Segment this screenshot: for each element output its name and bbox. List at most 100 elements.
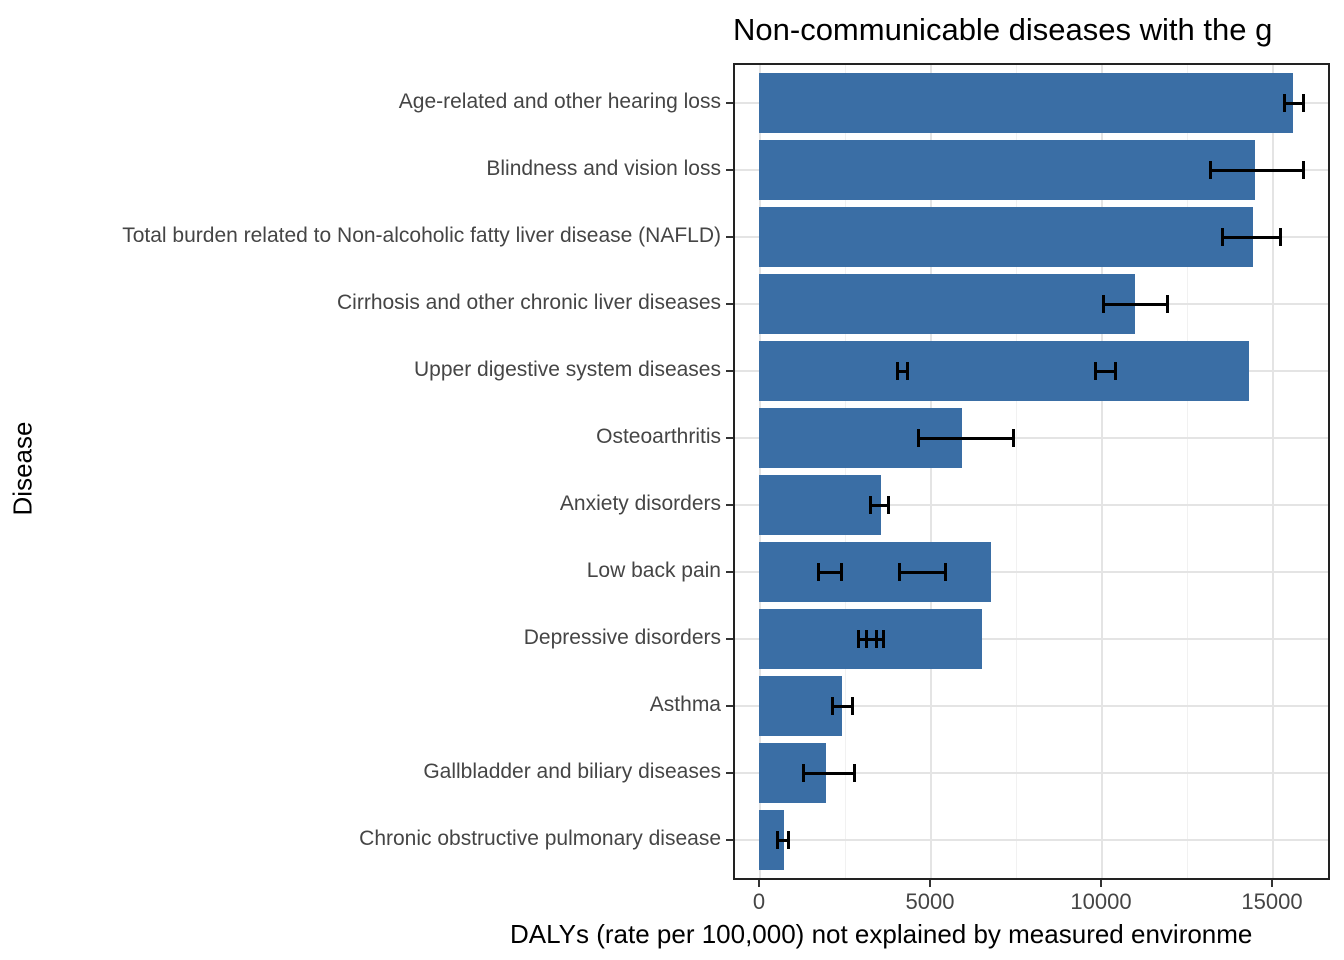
- major-gridline: [1272, 65, 1274, 878]
- error-bar-line: [777, 838, 789, 842]
- error-bar-cap: [856, 630, 860, 648]
- error-bar-line: [1222, 235, 1281, 239]
- x-tick-label: 5000: [905, 889, 955, 914]
- y-tick-mark: [726, 370, 733, 372]
- error-bar-line: [1284, 101, 1304, 105]
- error-bar-cap: [1094, 362, 1098, 380]
- bar: [759, 475, 882, 535]
- error-bar-line: [1095, 369, 1115, 373]
- bar: [759, 676, 843, 736]
- error-bar-line: [1210, 168, 1304, 172]
- error-bar-line: [832, 704, 852, 708]
- error-bar-cap: [1301, 161, 1305, 179]
- error-bar-cap: [943, 563, 947, 581]
- bar: [759, 341, 1250, 401]
- error-bar-line: [803, 771, 855, 775]
- y-axis-label: Asthma: [649, 693, 721, 716]
- major-gridline: [735, 772, 1328, 774]
- plot-title: Non-communicable diseases with the g: [733, 12, 1273, 47]
- y-tick-mark: [726, 169, 733, 171]
- major-gridline: [735, 839, 1328, 841]
- error-bar-cap: [886, 496, 890, 514]
- error-bar-cap: [816, 563, 820, 581]
- error-bar-cap: [881, 630, 885, 648]
- error-bar-cap: [905, 362, 909, 380]
- minor-gridline: [1016, 65, 1017, 878]
- minor-gridline: [1187, 65, 1188, 878]
- x-tick-mark: [929, 880, 931, 887]
- minor-gridline: [845, 65, 846, 878]
- y-axis-label: Anxiety disorders: [559, 492, 721, 515]
- major-gridline: [735, 437, 1328, 439]
- y-tick-mark: [726, 437, 733, 439]
- error-bar-line: [897, 369, 908, 373]
- error-bar-cap: [1165, 295, 1169, 313]
- error-bar-line: [899, 570, 946, 574]
- y-tick-mark: [726, 571, 733, 573]
- y-axis-label: Depressive disorders: [523, 626, 721, 649]
- y-axis-label: Upper digestive system diseases: [414, 358, 721, 381]
- error-bar-cap: [1278, 228, 1282, 246]
- major-gridline: [1101, 65, 1103, 878]
- y-tick-mark: [726, 839, 733, 841]
- y-axis-label: Gallbladder and biliary diseases: [423, 760, 721, 783]
- bar: [759, 207, 1254, 267]
- error-bar-cap: [775, 831, 779, 849]
- plot-panel: [733, 63, 1330, 880]
- y-axis-label: Osteoarthritis: [596, 425, 721, 448]
- x-tick-mark: [1271, 880, 1273, 887]
- error-bar-cap: [1221, 228, 1225, 246]
- y-axis-label: Total burden related to Non-alcoholic fa…: [122, 224, 721, 247]
- major-gridline: [759, 65, 761, 878]
- error-bar-cap: [864, 630, 868, 648]
- major-gridline: [735, 638, 1328, 640]
- x-tick-mark: [1100, 880, 1102, 887]
- error-bar-cap: [1011, 429, 1015, 447]
- error-bar-line: [818, 570, 842, 574]
- major-gridline: [735, 571, 1328, 573]
- x-tick-mark: [758, 880, 760, 887]
- error-bar-cap: [1208, 161, 1212, 179]
- error-bar-cap: [896, 362, 900, 380]
- error-bar-cap: [1113, 362, 1117, 380]
- error-bar-line: [866, 637, 884, 641]
- error-bar-cap: [852, 764, 856, 782]
- bar: [759, 140, 1255, 200]
- error-bar-line: [918, 436, 1014, 440]
- major-gridline: [735, 504, 1328, 506]
- x-tick-label: 10000: [1070, 889, 1132, 914]
- error-bar-cap: [916, 429, 920, 447]
- error-bar-cap: [1283, 94, 1287, 112]
- error-bar-line: [870, 503, 889, 507]
- bar: [759, 73, 1293, 133]
- y-axis-label: Low back pain: [586, 559, 721, 582]
- x-axis-title: DALYs (rate per 100,000) not explained b…: [510, 919, 1253, 949]
- y-tick-mark: [726, 236, 733, 238]
- y-axis-label: Age-related and other hearing loss: [398, 90, 721, 113]
- error-bar-cap: [868, 496, 872, 514]
- y-tick-mark: [726, 772, 733, 774]
- y-tick-mark: [726, 705, 733, 707]
- y-axis-label: Chronic obstructive pulmonary disease: [359, 827, 721, 850]
- y-tick-mark: [726, 102, 733, 104]
- error-bar-cap: [787, 831, 791, 849]
- x-tick-label: 15000: [1241, 889, 1303, 914]
- error-bar-line: [1103, 302, 1167, 306]
- y-tick-mark: [726, 504, 733, 506]
- x-tick-label: 0: [752, 889, 766, 914]
- bar: [759, 274, 1136, 334]
- error-bar-cap: [1301, 94, 1305, 112]
- y-axis-label: Blindness and vision loss: [486, 157, 721, 180]
- error-bar-cap: [840, 563, 844, 581]
- bar: [759, 542, 991, 602]
- major-gridline: [735, 705, 1328, 707]
- major-gridline: [930, 65, 932, 878]
- y-tick-mark: [726, 303, 733, 305]
- y-tick-mark: [726, 638, 733, 640]
- error-bar-cap: [898, 563, 902, 581]
- error-bar-cap: [850, 697, 854, 715]
- y-axis-label: Cirrhosis and other chronic liver diseas…: [337, 291, 721, 314]
- error-bar-cap: [802, 764, 806, 782]
- error-bar-cap: [831, 697, 835, 715]
- error-bar-cap: [1101, 295, 1105, 313]
